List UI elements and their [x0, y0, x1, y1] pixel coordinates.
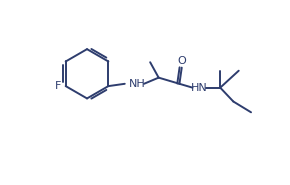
Text: F: F — [55, 81, 61, 91]
Text: HN: HN — [191, 83, 208, 93]
Text: O: O — [177, 56, 186, 66]
Text: NH: NH — [129, 79, 146, 89]
